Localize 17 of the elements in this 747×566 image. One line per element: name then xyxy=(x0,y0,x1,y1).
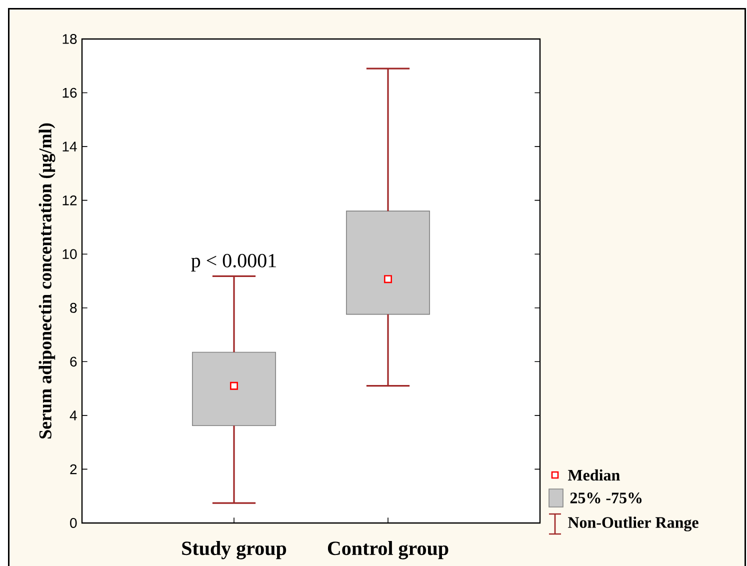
y-tick-label: 14 xyxy=(62,142,77,152)
y-tick-label: 12 xyxy=(62,195,77,206)
y-tick-label: 10 xyxy=(62,249,77,260)
y-tick-label: 4 xyxy=(70,410,77,420)
y-tick-label: 8 xyxy=(70,302,77,313)
text: Median xyxy=(568,469,620,481)
text: Non-Outlier Range xyxy=(568,516,698,532)
x-tick-label: Control group xyxy=(328,541,448,560)
y-tick-label: 0 xyxy=(70,518,77,528)
y-tick-label: 16 xyxy=(62,88,77,98)
y-tick-label: 6 xyxy=(70,356,77,367)
y-tick-label: 2 xyxy=(70,464,77,474)
annotation: p < 0.0001 xyxy=(191,254,276,272)
y-axis-title: Serum adiponectin concentration (µg/ml) xyxy=(38,123,56,438)
y-tick-label: 18 xyxy=(62,34,77,44)
x-tick-label: Study group xyxy=(182,541,286,560)
text: 25% -75% xyxy=(570,492,642,504)
